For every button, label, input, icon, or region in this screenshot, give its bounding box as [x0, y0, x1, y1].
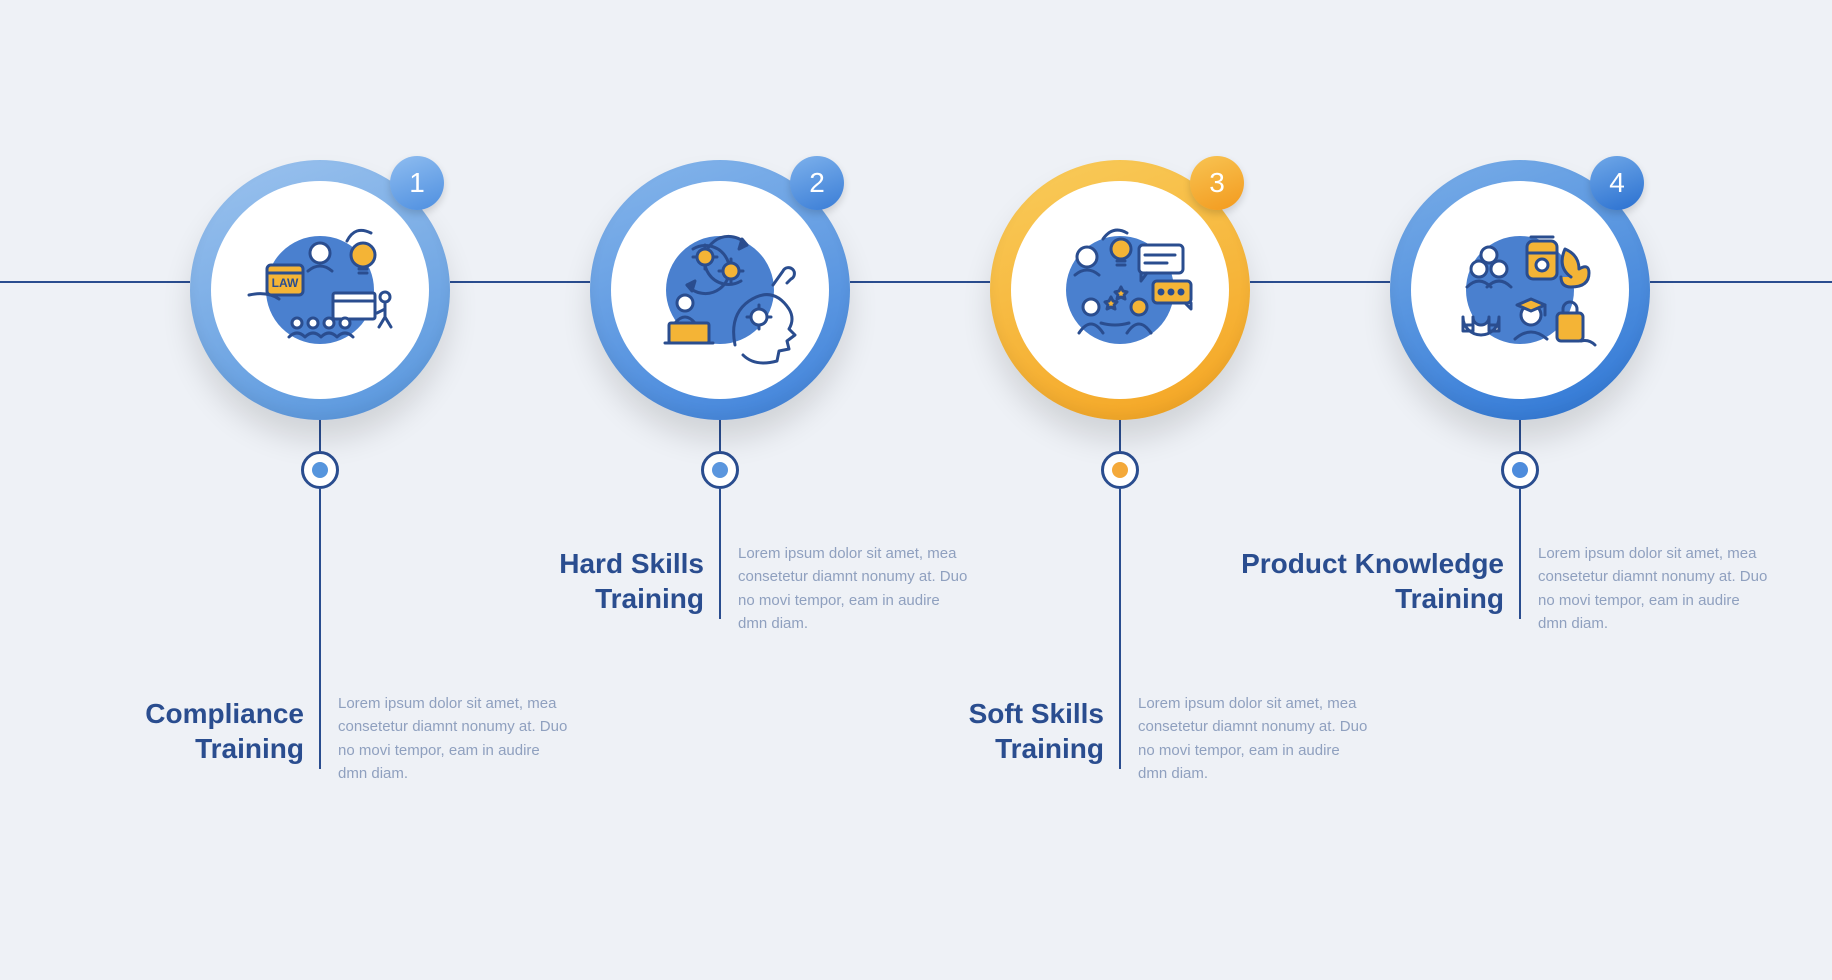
step-title: Soft SkillsTraining — [804, 696, 1104, 766]
connector-horizontal — [1250, 281, 1390, 283]
step-number-badge: 2 — [790, 156, 844, 210]
step-icon — [635, 205, 805, 375]
step-marker-dot — [712, 462, 728, 478]
step-circle-inner — [1411, 181, 1629, 399]
step-title-line: Training — [1204, 581, 1504, 616]
step-title-line: Product Knowledge — [1204, 546, 1504, 581]
step-title-line: Hard Skills — [404, 546, 704, 581]
infographic-stage: LAW 1ComplianceTrainingLorem ipsum dolor… — [0, 0, 1832, 980]
connector-horizontal — [0, 281, 190, 283]
connector-vertical — [1119, 489, 1121, 769]
connector-vertical — [719, 420, 721, 451]
svg-text:LAW: LAW — [272, 276, 299, 290]
step-icon — [1435, 205, 1605, 375]
step-marker — [1101, 451, 1139, 489]
step-number-badge: 3 — [1190, 156, 1244, 210]
step-marker — [701, 451, 739, 489]
connector-vertical — [1119, 420, 1121, 451]
step-title-line: Soft Skills — [804, 696, 1104, 731]
step-circle-inner — [1011, 181, 1229, 399]
connector-vertical — [1519, 489, 1521, 619]
connector-vertical — [319, 489, 321, 769]
step-body: Lorem ipsum dolor sit amet, mea consetet… — [1538, 542, 1768, 635]
step-number-badge: 1 — [390, 156, 444, 210]
step-circle-inner: LAW — [211, 181, 429, 399]
step-marker — [1501, 451, 1539, 489]
step-title: ComplianceTraining — [4, 696, 304, 766]
step-body: Lorem ipsum dolor sit amet, mea consetet… — [738, 542, 968, 635]
connector-horizontal — [850, 281, 990, 283]
step-title: Product KnowledgeTraining — [1204, 546, 1504, 616]
step-number-badge: 4 — [1590, 156, 1644, 210]
step-circle-inner — [611, 181, 829, 399]
step-marker-dot — [312, 462, 328, 478]
step-icon: LAW — [235, 205, 405, 375]
step-icon — [1035, 205, 1205, 375]
connector-horizontal — [450, 281, 590, 283]
step-title-line: Compliance — [4, 696, 304, 731]
step-title-line: Training — [4, 731, 304, 766]
step-title-line: Training — [404, 581, 704, 616]
connector-vertical — [719, 489, 721, 619]
step-marker-dot — [1112, 462, 1128, 478]
step-title-line: Training — [804, 731, 1104, 766]
step-body: Lorem ipsum dolor sit amet, mea consetet… — [1138, 692, 1368, 785]
connector-vertical — [1519, 420, 1521, 451]
step-marker — [301, 451, 339, 489]
step-title: Hard SkillsTraining — [404, 546, 704, 616]
connector-vertical — [319, 420, 321, 451]
step-marker-dot — [1512, 462, 1528, 478]
connector-horizontal — [1650, 281, 1832, 283]
step-body: Lorem ipsum dolor sit amet, mea consetet… — [338, 692, 568, 785]
